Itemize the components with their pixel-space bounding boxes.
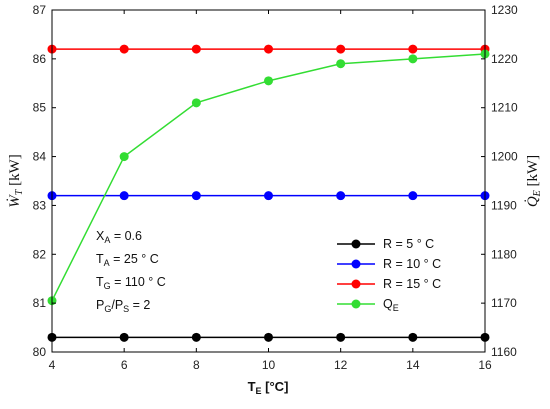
x-axis-title: TE [°C]	[248, 379, 289, 396]
series-2	[47, 44, 490, 54]
y-left-tick-label: 85	[33, 101, 47, 115]
legend-item-qe: QE	[337, 297, 399, 313]
legend-marker-qe	[351, 299, 361, 309]
data-point	[408, 54, 418, 64]
y-right-tick-label: 1160	[491, 345, 517, 359]
data-point	[264, 76, 273, 86]
legend-label-r10: R = 10 ° C	[383, 257, 441, 271]
y-axis-left-title: ẆT [kW]	[6, 154, 25, 207]
y-axis-right: 1160 1170 1180 1190 1200 1210 1220 1230	[481, 3, 518, 359]
data-point	[119, 191, 129, 201]
data-point	[336, 332, 346, 342]
legend-marker-r15	[351, 279, 361, 289]
x-tick-label: 6	[121, 358, 128, 372]
annotation-xa: XA = 0.6	[96, 229, 142, 245]
data-point	[264, 332, 273, 342]
data-point	[336, 59, 346, 69]
y-right-tick-label: 1190	[491, 198, 517, 212]
legend-marker-r10	[351, 259, 361, 269]
y-left-tick-label: 86	[33, 52, 47, 66]
legend-label-qe: QE	[383, 297, 399, 313]
x-tick-label: 12	[334, 358, 348, 372]
y-right-tick-label: 1230	[491, 3, 518, 17]
series-3	[47, 49, 490, 306]
legend-marker-r5	[351, 239, 361, 249]
y-right-tick-label: 1170	[491, 296, 517, 310]
x-tick-label: 14	[406, 358, 420, 372]
x-tick-label: 16	[478, 358, 492, 372]
legend-item-r10: R = 10 ° C	[337, 257, 441, 271]
legend-label-r5: R = 5 ° C	[383, 237, 434, 251]
y-right-tick-label: 1180	[491, 247, 517, 261]
data-point	[264, 191, 273, 201]
y-right-tick-label: 1210	[491, 101, 518, 115]
y-left-tick-label: 83	[33, 198, 47, 212]
data-point	[336, 44, 346, 54]
legend-item-r15: R = 15 ° C	[337, 277, 441, 291]
data-point	[408, 44, 418, 54]
y-axis-left: 80 81 82 83 84 85 86 87	[33, 3, 56, 359]
annotation-tg: TG = 110 ° C	[96, 275, 166, 291]
y-right-tick-label: 1220	[491, 52, 518, 66]
y-left-tick-label: 82	[33, 247, 47, 261]
data-point	[264, 44, 273, 54]
data-point	[191, 44, 201, 54]
data-point	[191, 191, 201, 201]
series-1	[47, 191, 490, 201]
data-point	[119, 332, 129, 342]
data-point	[191, 332, 201, 342]
legend: R = 5 ° C R = 10 ° C R = 15 ° C QE	[332, 235, 480, 325]
y-left-tick-label: 87	[33, 3, 47, 17]
y-left-tick-label: 81	[33, 296, 47, 310]
annotation-pressure-ratio: PG/PS = 2	[96, 298, 150, 314]
x-tick-label: 8	[193, 358, 200, 372]
y-right-tick-label: 1200	[491, 150, 518, 164]
data-point	[119, 44, 129, 54]
data-point	[408, 332, 418, 342]
y-left-tick-label: 80	[33, 345, 47, 359]
y-axis-right-title: Q̇E [kW]	[525, 155, 543, 207]
data-point	[191, 98, 201, 108]
data-point	[408, 191, 418, 201]
y-left-tick-label: 84	[33, 150, 47, 164]
legend-item-r5: R = 5 ° C	[337, 237, 434, 251]
x-tick-label: 4	[49, 358, 56, 372]
x-tick-label: 10	[262, 358, 276, 372]
x-axis: 4 6 8 10 12 14 16	[49, 10, 492, 372]
data-point	[336, 191, 346, 201]
parameter-annotations: XA = 0.6 TA = 25 ° C TG = 110 ° C PG/PS …	[96, 229, 166, 314]
annotation-ta: TA = 25 ° C	[96, 252, 159, 268]
data-point	[119, 152, 129, 162]
series-0	[47, 332, 490, 342]
legend-label-r15: R = 15 ° C	[383, 277, 441, 291]
